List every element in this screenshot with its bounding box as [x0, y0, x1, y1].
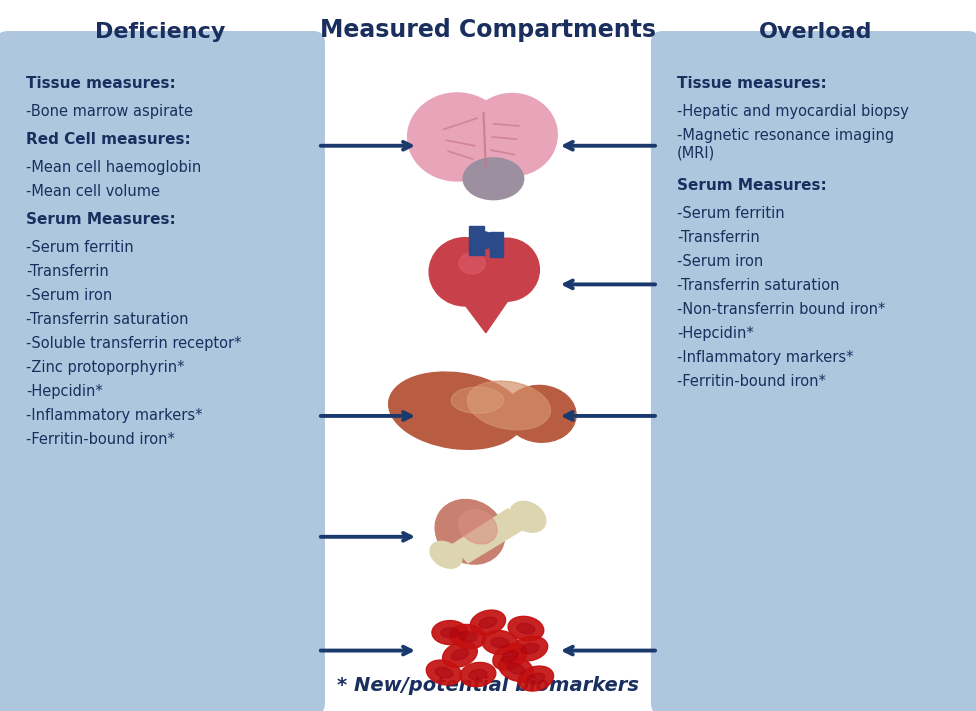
- Ellipse shape: [474, 238, 540, 301]
- Ellipse shape: [508, 616, 544, 641]
- Text: Tissue measures:: Tissue measures:: [26, 76, 176, 91]
- Ellipse shape: [459, 253, 485, 274]
- Ellipse shape: [505, 385, 576, 442]
- Ellipse shape: [430, 541, 462, 568]
- Ellipse shape: [464, 158, 524, 200]
- Ellipse shape: [468, 94, 557, 176]
- Ellipse shape: [429, 237, 501, 306]
- Ellipse shape: [459, 631, 477, 641]
- Ellipse shape: [508, 663, 524, 674]
- Text: -Serum ferritin: -Serum ferritin: [677, 206, 785, 221]
- Ellipse shape: [441, 628, 459, 638]
- Polygon shape: [452, 509, 524, 563]
- Ellipse shape: [388, 372, 524, 449]
- Ellipse shape: [432, 621, 468, 645]
- Ellipse shape: [517, 624, 535, 634]
- Ellipse shape: [468, 381, 550, 430]
- Ellipse shape: [408, 93, 507, 181]
- Text: -Serum ferritin: -Serum ferritin: [26, 240, 134, 255]
- Ellipse shape: [470, 610, 506, 635]
- Text: -Serum iron: -Serum iron: [677, 254, 763, 269]
- Text: -Inflammatory markers*: -Inflammatory markers*: [26, 408, 202, 423]
- Polygon shape: [442, 272, 528, 333]
- Ellipse shape: [435, 667, 453, 678]
- Bar: [469, 225, 484, 255]
- Text: -Soluble transferrin receptor*: -Soluble transferrin receptor*: [26, 336, 241, 351]
- Text: -Magnetic resonance imaging
(MRI): -Magnetic resonance imaging (MRI): [677, 128, 894, 161]
- Text: -Non-transferrin bound iron*: -Non-transferrin bound iron*: [677, 302, 885, 317]
- Ellipse shape: [521, 643, 539, 654]
- Ellipse shape: [499, 656, 533, 681]
- Text: Red Cell measures:: Red Cell measures:: [26, 132, 190, 147]
- Ellipse shape: [442, 642, 477, 668]
- Ellipse shape: [491, 638, 508, 648]
- Ellipse shape: [518, 666, 553, 691]
- Text: -Zinc protoporphyrin*: -Zinc protoporphyrin*: [26, 360, 184, 375]
- Ellipse shape: [469, 670, 487, 680]
- Text: -Ferritin-bound iron*: -Ferritin-bound iron*: [677, 374, 826, 389]
- Ellipse shape: [435, 500, 505, 564]
- Ellipse shape: [512, 636, 548, 661]
- Text: -Serum iron: -Serum iron: [26, 288, 112, 303]
- Ellipse shape: [493, 643, 527, 670]
- Text: -Mean cell haemoglobin: -Mean cell haemoglobin: [26, 160, 201, 175]
- Text: Deficiency: Deficiency: [96, 22, 225, 42]
- FancyBboxPatch shape: [651, 31, 976, 711]
- Ellipse shape: [510, 501, 546, 533]
- Text: Serum Measures:: Serum Measures:: [26, 212, 176, 227]
- Text: -Ferritin-bound iron*: -Ferritin-bound iron*: [26, 432, 175, 447]
- Ellipse shape: [427, 660, 462, 685]
- Text: -Hepatic and myocardial biopsy: -Hepatic and myocardial biopsy: [677, 104, 909, 119]
- Ellipse shape: [502, 651, 518, 663]
- Text: -Transferrin: -Transferrin: [26, 264, 108, 279]
- Ellipse shape: [451, 649, 468, 661]
- Text: Serum Measures:: Serum Measures:: [677, 178, 827, 193]
- Text: -Transferrin saturation: -Transferrin saturation: [677, 278, 839, 293]
- Ellipse shape: [479, 617, 497, 628]
- Text: -Hepcidin*: -Hepcidin*: [677, 326, 753, 341]
- Text: -Inflammatory markers*: -Inflammatory markers*: [677, 350, 853, 365]
- Ellipse shape: [482, 631, 518, 655]
- Ellipse shape: [460, 663, 496, 687]
- Text: -Mean cell volume: -Mean cell volume: [26, 184, 160, 199]
- Ellipse shape: [527, 673, 545, 684]
- Text: Tissue measures:: Tissue measures:: [677, 76, 827, 91]
- Text: -Transferrin saturation: -Transferrin saturation: [26, 312, 188, 327]
- Text: * New/potential biomarkers: * New/potential biomarkers: [337, 676, 639, 695]
- Text: -Bone marrow aspirate: -Bone marrow aspirate: [26, 104, 193, 119]
- Text: Overload: Overload: [758, 22, 873, 42]
- Ellipse shape: [450, 624, 486, 648]
- Bar: [490, 232, 503, 257]
- Text: -Transferrin: -Transferrin: [677, 230, 759, 245]
- Text: Measured Compartments: Measured Compartments: [320, 18, 656, 42]
- Ellipse shape: [451, 387, 504, 413]
- Ellipse shape: [472, 232, 495, 249]
- Ellipse shape: [459, 510, 497, 544]
- FancyBboxPatch shape: [0, 31, 325, 711]
- Text: -Hepcidin*: -Hepcidin*: [26, 384, 102, 399]
